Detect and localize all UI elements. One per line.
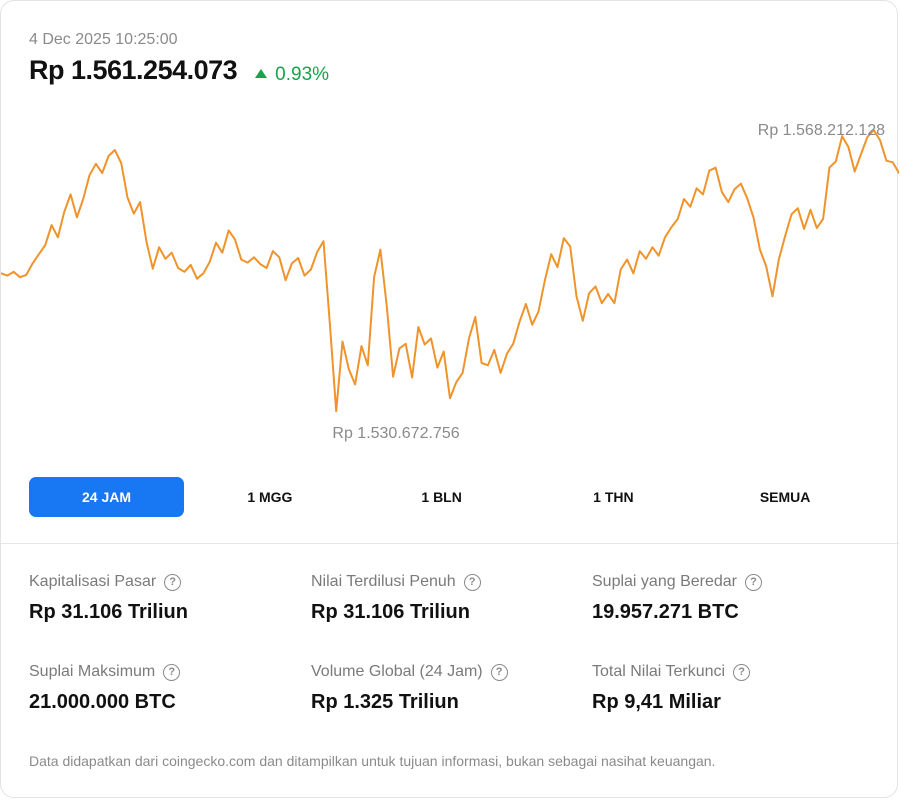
price-row: Rp 1.561.254.073 0.93% bbox=[29, 55, 329, 86]
divider bbox=[1, 543, 899, 544]
help-icon[interactable]: ? bbox=[164, 573, 182, 591]
stat-label: Total Nilai Terkunci bbox=[592, 663, 726, 680]
timestamp: 4 Dec 2025 10:25:00 bbox=[29, 31, 178, 48]
current-price: Rp 1.561.254.073 bbox=[29, 55, 238, 85]
stat-circulating-supply: Suplai yang Beredar? 19.957.271 BTC bbox=[592, 573, 862, 624]
stat-value: 21.000.000 BTC bbox=[29, 691, 176, 713]
tab-semua[interactable]: SEMUA bbox=[759, 489, 811, 505]
price-chart[interactable]: Rp 1.568.212.128 Rp 1.530.672.756 bbox=[1, 101, 899, 461]
help-icon[interactable]: ? bbox=[163, 663, 181, 681]
stat-value: Rp 31.106 Triliun bbox=[29, 601, 188, 623]
stat-label: Suplai yang Beredar bbox=[592, 573, 737, 590]
tab-1-bln[interactable]: 1 BLN bbox=[421, 489, 462, 505]
tab-1-thn[interactable]: 1 THN bbox=[593, 489, 634, 505]
stat-value: 19.957.271 BTC bbox=[592, 601, 739, 623]
stat-total-value-locked: Total Nilai Terkunci? Rp 9,41 Miliar bbox=[592, 663, 862, 714]
stat-label: Volume Global (24 Jam) bbox=[311, 663, 483, 680]
help-icon[interactable]: ? bbox=[463, 573, 481, 591]
tab-24-jam[interactable]: 24 JAM bbox=[29, 477, 184, 517]
disclaimer-text: Data didapatkan dari coingecko.com dan d… bbox=[29, 753, 716, 769]
tab-1-mgg[interactable]: 1 MGG bbox=[247, 489, 293, 505]
stat-label: Suplai Maksimum bbox=[29, 663, 156, 680]
stat-global-volume: Volume Global (24 Jam)? Rp 1.325 Triliun bbox=[311, 663, 581, 714]
stat-value: Rp 9,41 Miliar bbox=[592, 691, 721, 713]
help-icon[interactable]: ? bbox=[744, 573, 762, 591]
up-arrow-icon bbox=[255, 69, 268, 78]
timeframe-tabs: 24 JAM 1 MGG 1 BLN 1 THN SEMUA bbox=[29, 477, 871, 517]
stat-max-supply: Suplai Maksimum? 21.000.000 BTC bbox=[29, 663, 299, 714]
stat-label: Nilai Terdilusi Penuh bbox=[311, 573, 456, 590]
price-change: 0.93% bbox=[255, 64, 329, 86]
stat-label: Kapitalisasi Pasar bbox=[29, 573, 157, 590]
high-price-label: Rp 1.568.212.128 bbox=[758, 122, 885, 139]
stat-market-cap: Kapitalisasi Pasar? Rp 31.106 Triliun bbox=[29, 573, 299, 624]
price-line bbox=[1, 129, 899, 413]
price-change-value: 0.93% bbox=[275, 63, 330, 85]
stat-fully-diluted: Nilai Terdilusi Penuh? Rp 31.106 Triliun bbox=[311, 573, 581, 624]
low-price-label: Rp 1.530.672.756 bbox=[332, 425, 459, 442]
help-icon[interactable]: ? bbox=[490, 663, 508, 681]
stat-value: Rp 1.325 Triliun bbox=[311, 691, 459, 713]
help-icon[interactable]: ? bbox=[733, 663, 751, 681]
stat-value: Rp 31.106 Triliun bbox=[311, 601, 470, 623]
